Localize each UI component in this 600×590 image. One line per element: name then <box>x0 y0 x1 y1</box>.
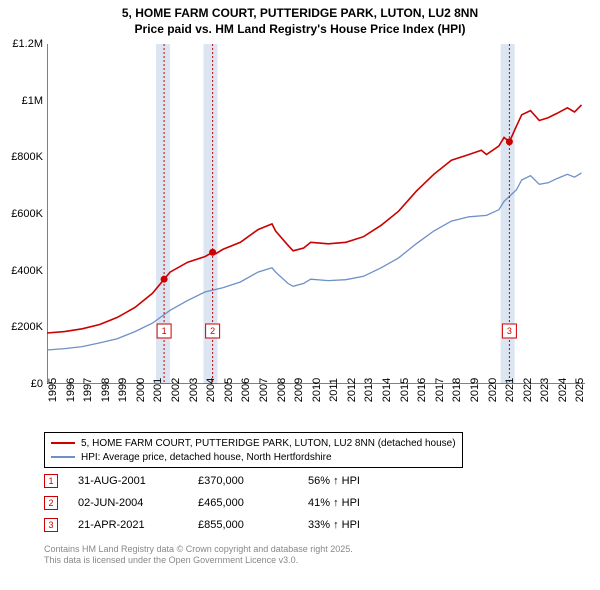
x-tick-label: 2024 <box>557 378 569 402</box>
marker-table: 1 31-AUG-2001£370,00056% ↑ HPI 2 02-JUN-200… <box>44 470 408 536</box>
marker-table-row: 3 21-APR-2021£855,00033% ↑ HPI <box>44 514 408 536</box>
x-tick-label: 2013 <box>363 378 375 402</box>
y-tick-label: £200K <box>11 321 43 333</box>
marker-flag-label-3: 3 <box>507 326 512 336</box>
title-block: 5, HOME FARM COURT, PUTTERIDGE PARK, LUT… <box>0 0 600 41</box>
marker-table-row: 2 02-JUN-2004£465,00041% ↑ HPI <box>44 492 408 514</box>
x-tick-label: 2000 <box>135 378 147 402</box>
x-tick-label: 2010 <box>311 378 323 402</box>
x-tick-label: 1996 <box>65 378 77 402</box>
legend-label: HPI: Average price, detached house, Nort… <box>81 452 332 463</box>
marker-table-row: 1 31-AUG-2001£370,00056% ↑ HPI <box>44 470 408 492</box>
marker-table-price: £855,000 <box>198 519 308 531</box>
x-tick-label: 1995 <box>47 378 59 402</box>
x-tick-label: 2022 <box>522 378 534 402</box>
y-tick-label: £800K <box>11 151 43 163</box>
marker-table-price: £465,000 <box>198 497 308 509</box>
footnote-line-2: This data is licensed under the Open Gov… <box>44 555 353 566</box>
x-tick-label: 2016 <box>416 378 428 402</box>
x-tick-label: 2021 <box>504 378 516 402</box>
y-tick-label: £400K <box>11 265 43 277</box>
chart-container: 5, HOME FARM COURT, PUTTERIDGE PARK, LUT… <box>0 0 600 590</box>
marker-table-box: 1 <box>44 474 58 488</box>
marker-dot-3 <box>506 138 513 145</box>
x-tick-label: 2008 <box>276 378 288 402</box>
marker-flag-label-1: 1 <box>162 326 167 336</box>
plot-svg: 1 2 3 <box>47 44 585 384</box>
x-tick-label: 2018 <box>451 378 463 402</box>
y-tick-label: £1.2M <box>12 38 43 50</box>
x-tick-label: 2015 <box>399 378 411 402</box>
x-tick-label: 2007 <box>258 378 270 402</box>
x-tick-label: 1999 <box>117 378 129 402</box>
marker-table-hpi: 33% ↑ HPI <box>308 519 408 531</box>
title-line-1: 5, HOME FARM COURT, PUTTERIDGE PARK, LUT… <box>0 6 600 22</box>
x-tick-label: 2011 <box>328 378 340 402</box>
marker-flag-label-2: 2 <box>210 326 215 336</box>
x-tick-label: 2020 <box>487 378 499 402</box>
x-tick-label: 2006 <box>240 378 252 402</box>
legend-row: 5, HOME FARM COURT, PUTTERIDGE PARK, LUT… <box>51 436 456 450</box>
x-tick-label: 2003 <box>188 378 200 402</box>
y-tick-label: £600K <box>11 208 43 220</box>
y-tick-label: £1M <box>22 95 43 107</box>
footnote: Contains HM Land Registry data © Crown c… <box>44 544 353 567</box>
x-axis: 1995199619971998199920002001200220032004… <box>47 384 585 428</box>
marker-dot-1 <box>161 276 168 283</box>
x-tick-label: 2023 <box>539 378 551 402</box>
x-tick-label: 2014 <box>381 378 393 402</box>
x-tick-label: 2002 <box>170 378 182 402</box>
legend: 5, HOME FARM COURT, PUTTERIDGE PARK, LUT… <box>44 432 463 468</box>
legend-row: HPI: Average price, detached house, Nort… <box>51 450 456 464</box>
x-tick-label: 2012 <box>346 378 358 402</box>
legend-label: 5, HOME FARM COURT, PUTTERIDGE PARK, LUT… <box>81 438 456 449</box>
y-tick-label: £0 <box>31 378 43 390</box>
marker-dot-2 <box>209 249 216 256</box>
marker-table-date: 21-APR-2021 <box>78 519 198 531</box>
marker-table-date: 31-AUG-2001 <box>78 475 198 487</box>
marker-table-date: 02-JUN-2004 <box>78 497 198 509</box>
x-tick-label: 2009 <box>293 378 305 402</box>
legend-swatch <box>51 442 75 444</box>
title-line-2: Price paid vs. HM Land Registry's House … <box>0 22 600 38</box>
marker-table-hpi: 41% ↑ HPI <box>308 497 408 509</box>
x-tick-label: 2025 <box>574 378 586 402</box>
marker-table-box: 3 <box>44 518 58 532</box>
x-tick-label: 2017 <box>434 378 446 402</box>
plot-area: 1 2 3 <box>47 44 585 384</box>
marker-table-price: £370,000 <box>198 475 308 487</box>
x-tick-label: 2005 <box>223 378 235 402</box>
marker-table-box: 2 <box>44 496 58 510</box>
x-tick-label: 1998 <box>100 378 112 402</box>
legend-swatch <box>51 456 75 458</box>
x-tick-label: 2019 <box>469 378 481 402</box>
x-tick-label: 2004 <box>205 378 217 402</box>
marker-table-hpi: 56% ↑ HPI <box>308 475 408 487</box>
y-axis: £0£200K£400K£600K£800K£1M£1.2M <box>0 44 47 384</box>
x-tick-label: 2001 <box>152 378 164 402</box>
footnote-line-1: Contains HM Land Registry data © Crown c… <box>44 544 353 555</box>
x-tick-label: 1997 <box>82 378 94 402</box>
